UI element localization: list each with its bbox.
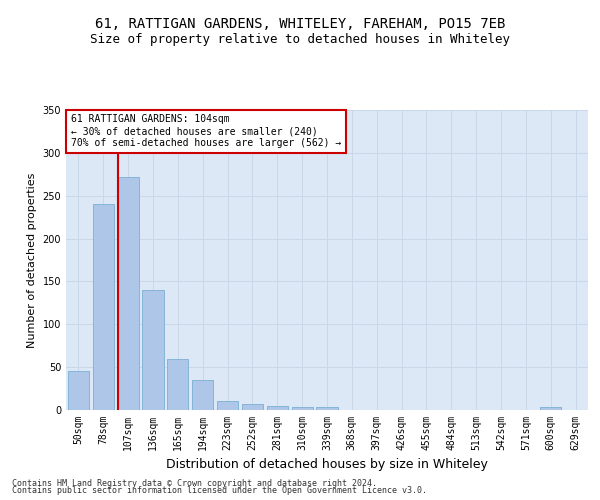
Y-axis label: Number of detached properties: Number of detached properties: [27, 172, 37, 348]
Bar: [267, 406, 288, 410]
Text: Size of property relative to detached houses in Whiteley: Size of property relative to detached ho…: [90, 32, 510, 46]
Bar: [540, 408, 561, 410]
Bar: [292, 408, 313, 410]
Bar: [242, 404, 263, 410]
X-axis label: Distribution of detached houses by size in Whiteley: Distribution of detached houses by size …: [166, 458, 488, 471]
Bar: [68, 372, 89, 410]
Bar: [167, 358, 188, 410]
Bar: [118, 177, 139, 410]
Text: 61 RATTIGAN GARDENS: 104sqm
← 30% of detached houses are smaller (240)
70% of se: 61 RATTIGAN GARDENS: 104sqm ← 30% of det…: [71, 114, 341, 148]
Bar: [316, 408, 338, 410]
Bar: [142, 290, 164, 410]
Text: Contains public sector information licensed under the Open Government Licence v3: Contains public sector information licen…: [12, 486, 427, 495]
Bar: [93, 204, 114, 410]
Bar: [192, 380, 213, 410]
Bar: [217, 400, 238, 410]
Text: 61, RATTIGAN GARDENS, WHITELEY, FAREHAM, PO15 7EB: 61, RATTIGAN GARDENS, WHITELEY, FAREHAM,…: [95, 18, 505, 32]
Text: Contains HM Land Registry data © Crown copyright and database right 2024.: Contains HM Land Registry data © Crown c…: [12, 478, 377, 488]
